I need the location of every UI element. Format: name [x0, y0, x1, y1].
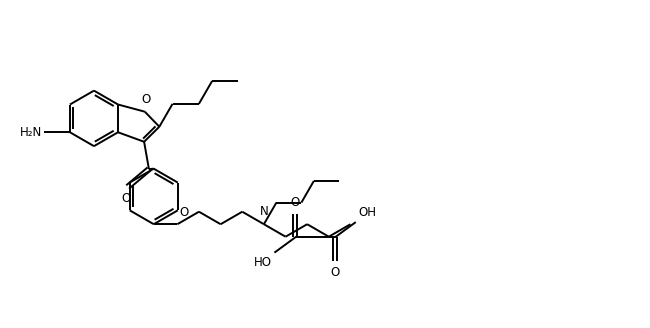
Text: O: O [291, 196, 300, 209]
Text: O: O [121, 192, 130, 205]
Text: OH: OH [359, 206, 377, 219]
Text: O: O [179, 206, 188, 219]
Text: O: O [330, 266, 339, 279]
Text: H₂N: H₂N [20, 126, 42, 139]
Text: N: N [259, 205, 268, 218]
Text: O: O [141, 93, 150, 106]
Text: HO: HO [254, 256, 272, 269]
